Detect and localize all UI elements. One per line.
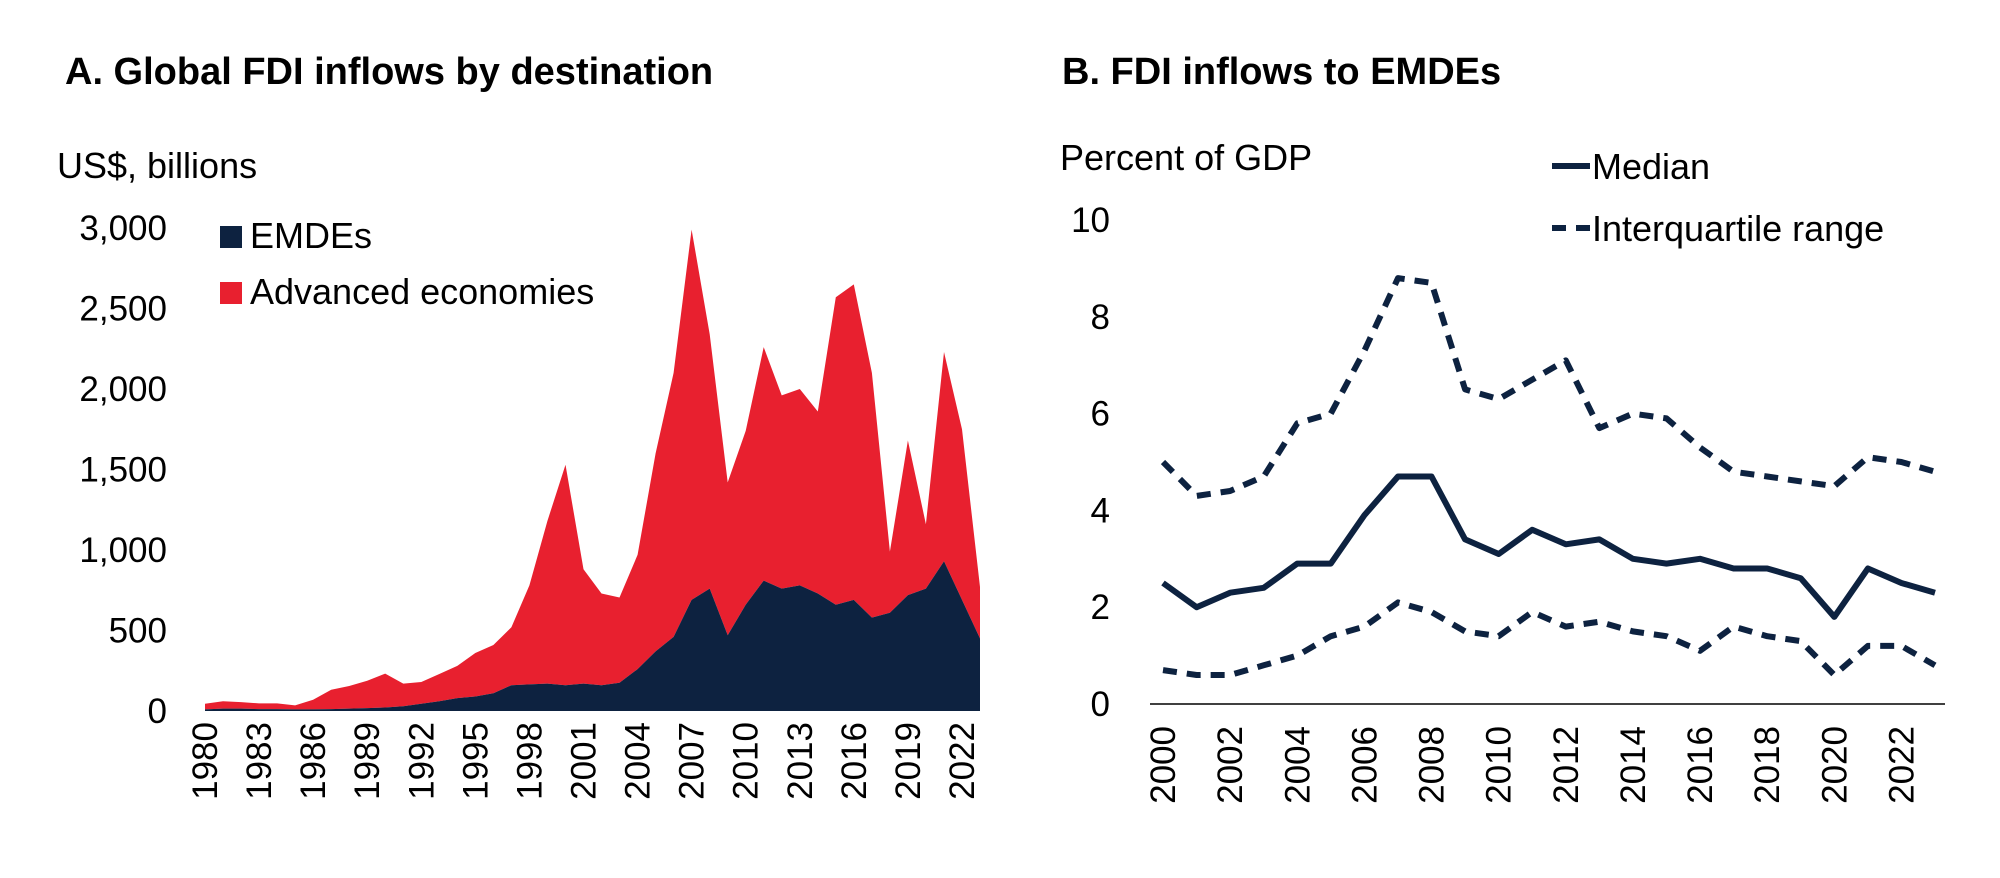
panel-b-title: B. FDI inflows to EMDEs: [1062, 51, 1501, 93]
y-tick-label: 1,500: [79, 451, 167, 490]
legend-swatch-emdes: [220, 226, 242, 248]
panel-a-x-ticks: 1980 1983 1986 1989 1992 1995 1998 2001 2004 2007…: [186, 722, 982, 800]
legend-label-interquartile: Interquartile range: [1592, 208, 1884, 249]
legend-label-median: Median: [1592, 146, 1710, 187]
y-tick-label: 8: [1091, 298, 1110, 337]
x-tick-label: 1998: [510, 722, 549, 800]
panel-a-legend: EMDEs Advanced economies: [220, 215, 594, 312]
x-tick-label: 1992: [402, 722, 441, 800]
x-tick-label: 2013: [781, 722, 820, 800]
panel-b-plot-area: [1150, 275, 1945, 705]
panel-b-y-ticks: 0 2 4 6 8 10: [1071, 201, 1110, 724]
panel-a-plot-area: [205, 229, 980, 711]
x-tick-label: 2006: [1345, 726, 1384, 804]
y-tick-label: 0: [148, 692, 167, 731]
x-tick-label: 2018: [1748, 726, 1787, 804]
legend-label-advanced: Advanced economies: [250, 271, 594, 312]
y-tick-label: 500: [109, 612, 167, 651]
x-tick-label: 2007: [673, 722, 712, 800]
y-tick-label: 1,000: [79, 531, 167, 570]
panel-a: A. Global FDI inflows by destination US$…: [57, 51, 982, 800]
x-tick-label: 2010: [1480, 726, 1519, 804]
x-tick-label: 2016: [1681, 726, 1720, 804]
y-tick-label: 2,000: [79, 370, 167, 409]
line-interquartile-upper: [1160, 275, 1936, 499]
x-tick-label: 1986: [294, 722, 333, 800]
x-tick-label: 2014: [1614, 726, 1653, 804]
y-tick-label: 4: [1091, 491, 1110, 530]
x-tick-label: 2022: [1882, 726, 1921, 804]
x-tick-label: 2012: [1547, 726, 1586, 804]
legend-swatch-advanced: [220, 282, 242, 304]
y-tick-label: 2: [1091, 588, 1110, 627]
panel-b-y-unit-label: Percent of GDP: [1060, 137, 1312, 178]
panel-a-y-unit-label: US$, billions: [57, 145, 257, 186]
x-tick-label: 2010: [727, 722, 766, 800]
legend-label-emdes: EMDEs: [250, 215, 372, 256]
panel-a-y-ticks: 0 500 1,000 1,500 2,000 2,500 3,000: [79, 209, 167, 731]
panel-b-legend: Median Interquartile range: [1552, 146, 1884, 249]
x-tick-label: 2016: [835, 722, 874, 800]
panel-b: B. FDI inflows to EMDEs Percent of GDP 0…: [1060, 51, 1945, 804]
y-tick-label: 10: [1071, 201, 1110, 240]
x-tick-label: 1989: [348, 722, 387, 800]
x-tick-label: 1980: [186, 722, 225, 800]
x-tick-label: 1983: [240, 722, 279, 800]
x-tick-label: 2004: [619, 722, 658, 800]
panel-a-title: A. Global FDI inflows by destination: [65, 51, 713, 93]
x-tick-label: 2019: [889, 722, 928, 800]
y-tick-label: 2,500: [79, 290, 167, 329]
x-tick-label: 2022: [943, 722, 982, 800]
x-tick-label: 2001: [565, 722, 604, 800]
x-tick-label: 2008: [1413, 726, 1452, 804]
line-interquartile-lower: [1162, 599, 1937, 678]
x-tick-label: 2000: [1144, 726, 1183, 804]
x-tick-label: 2020: [1815, 726, 1854, 804]
panel-b-x-ticks: 2000 2002 2004 2006 2008 2010 2012 2014 2016 2018…: [1144, 726, 1921, 804]
x-tick-label: 2002: [1211, 726, 1250, 804]
x-tick-label: 1995: [456, 722, 495, 800]
x-tick-label: 2004: [1278, 726, 1317, 804]
line-median: [1161, 473, 1936, 620]
y-tick-label: 0: [1091, 685, 1110, 724]
y-tick-label: 3,000: [79, 209, 167, 248]
y-tick-label: 6: [1091, 395, 1110, 434]
area-advanced-economies: [205, 229, 980, 710]
area-emdes: [205, 561, 980, 711]
